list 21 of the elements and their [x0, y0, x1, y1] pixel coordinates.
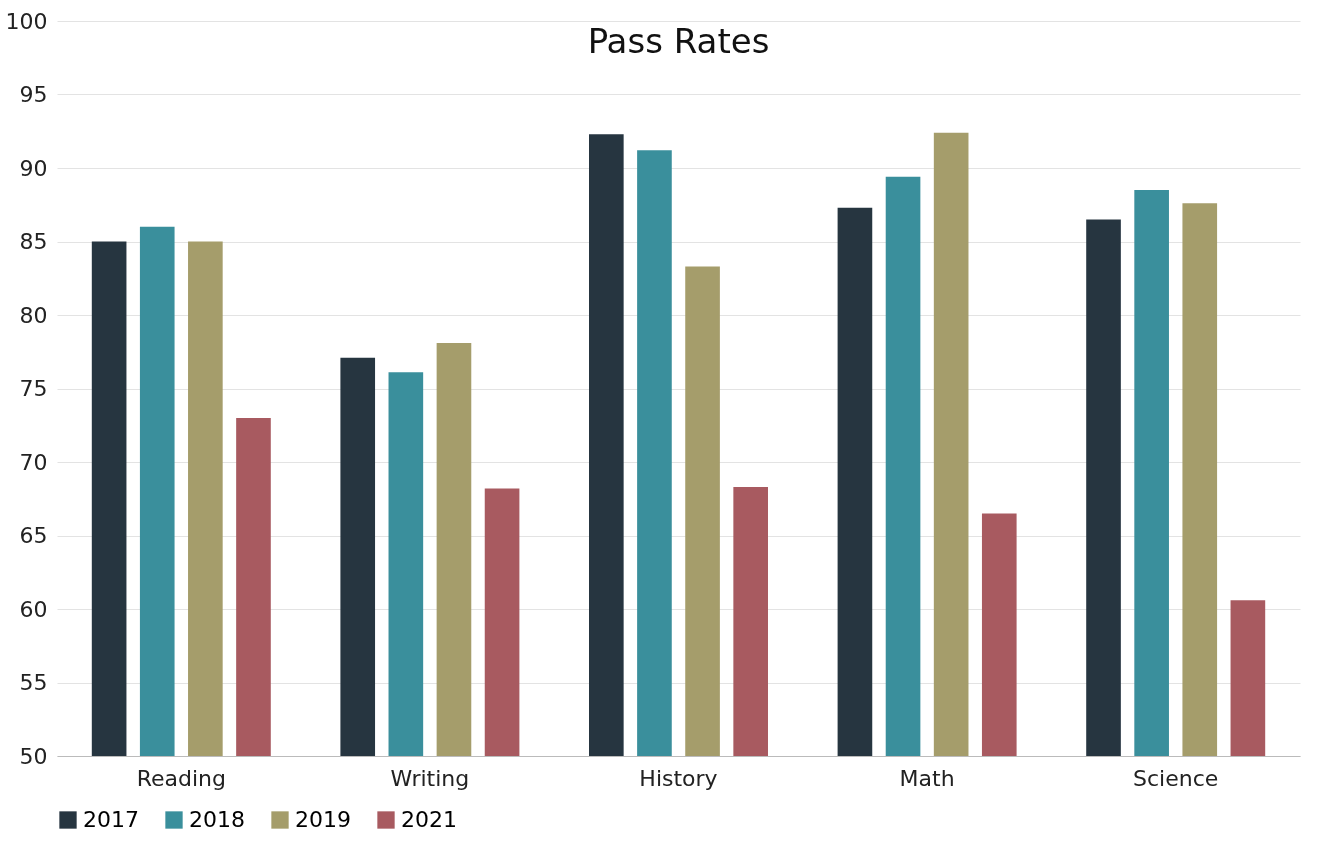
- x-tick-label: Writing: [390, 765, 470, 791]
- y-tick-label: 75: [19, 376, 48, 401]
- y-tick-label: 70: [19, 449, 48, 475]
- x-tick-label: Math: [899, 765, 955, 791]
- y-tick-label: 95: [19, 82, 48, 107]
- y-tick-label: 50: [19, 743, 48, 769]
- legend-label: 2017: [83, 807, 139, 832]
- legend-label: 2019: [295, 807, 351, 832]
- y-tick-label: 60: [19, 596, 48, 622]
- y-tick-label: 100: [5, 8, 48, 34]
- chart-title: Pass Rates: [587, 21, 770, 61]
- y-tick-label: 90: [19, 155, 48, 181]
- x-tick-label: Reading: [136, 765, 226, 791]
- x-tick-label: History: [639, 765, 718, 791]
- legend-label: 2018: [189, 807, 245, 832]
- y-tick-label: 85: [19, 229, 48, 254]
- legend-label: 2021: [401, 807, 457, 832]
- y-tick-label: 65: [19, 523, 48, 548]
- y-tick-label: 80: [19, 302, 48, 328]
- x-tick-label: Science: [1133, 765, 1219, 791]
- y-tick-label: 55: [19, 670, 48, 695]
